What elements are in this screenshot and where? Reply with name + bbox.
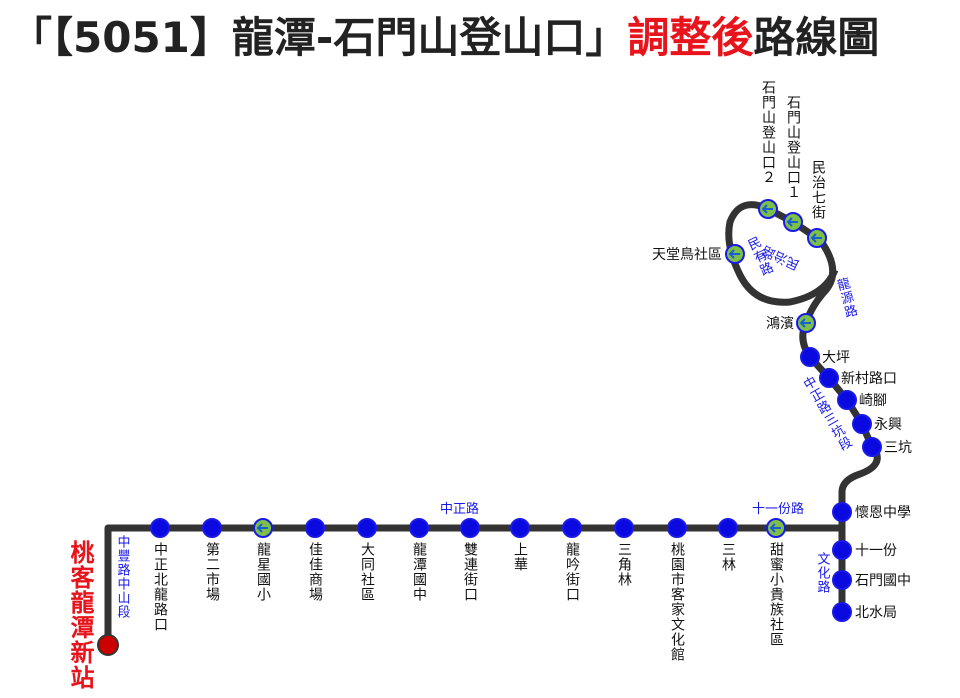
stop-marker: [562, 518, 582, 538]
title-highlight: 調整後: [627, 13, 754, 62]
stop-marker: [800, 347, 820, 367]
stop-label: 十一份: [855, 543, 897, 559]
stop-label: 天堂鳥社區: [652, 247, 722, 263]
stop-marker: [832, 570, 852, 590]
stop-label: 上華: [512, 542, 528, 572]
stop-label: 三角林: [616, 542, 632, 587]
road-label: 中豐路中山段: [115, 535, 131, 619]
direction-arrow: [728, 249, 740, 259]
stop-label: 龍星國小: [255, 541, 271, 602]
road-label: 中正路: [440, 501, 479, 517]
stop-label: 雙連街口: [462, 542, 478, 602]
stop-label: 龍吟街口: [564, 541, 580, 602]
stop-marker: [819, 368, 839, 388]
stop-label: 桃園市客家文化館: [669, 542, 685, 662]
terminal-label: 桃客龍潭新站: [66, 540, 94, 690]
stop-label: 石門山登山口１: [785, 95, 801, 200]
stop-marker: [852, 414, 872, 434]
stop-label: 新村路口: [841, 371, 897, 387]
stop-label: 甜蜜小貴族社區: [768, 542, 784, 647]
stop-marker: [832, 602, 852, 622]
stop-marker: [832, 540, 852, 560]
stop-label: 石門山登山口２: [760, 80, 776, 185]
stop-marker: [862, 437, 882, 457]
stop-marker: [460, 518, 480, 538]
stop-label: 佳佳商場: [307, 542, 323, 602]
direction-arrow: [799, 318, 811, 328]
stop-label: 民治七街: [810, 160, 826, 220]
stop-marker: [718, 518, 738, 538]
stop-label: 大同社區: [359, 542, 375, 602]
stop-label: 崎腳: [859, 393, 887, 409]
stop-label: 石門國中: [855, 573, 911, 589]
stop-label: 鴻濱: [766, 316, 794, 332]
stop-label: 永興: [874, 417, 902, 433]
stop-marker: [409, 518, 429, 538]
stop-label: 三坑: [884, 440, 912, 456]
stop-label: 北水局: [855, 605, 897, 621]
stop-label: 龍潭國中: [411, 541, 427, 602]
stop-label: 三林: [720, 542, 736, 572]
direction-arrow: [256, 523, 268, 533]
stop-marker: [202, 518, 222, 538]
stop-marker: [837, 390, 857, 410]
stop-marker: [667, 518, 687, 538]
title: 「【5051】龍潭-石門山登山口」調整後路線圖: [10, 13, 879, 62]
direction-arrow: [769, 523, 781, 533]
stop-label: 懷恩中學: [855, 505, 911, 521]
stop-marker: [832, 502, 852, 522]
title-text: 「【5051】龍潭-石門山登山口」: [10, 13, 627, 62]
direction-arrow: [786, 217, 798, 227]
road-label: 文化路: [815, 552, 831, 594]
stop-marker: [305, 518, 325, 538]
direction-arrow: [761, 204, 773, 214]
direction-arrow: [810, 233, 822, 243]
stop-label: 大坪: [822, 350, 850, 366]
stop-label: 第二市場: [204, 541, 220, 602]
stop-marker: [357, 518, 377, 538]
road-label: 十一份路: [752, 501, 804, 517]
road-label: 龍源路: [833, 275, 859, 320]
terminal-marker: [97, 634, 119, 656]
route-line: [104, 201, 881, 645]
stop-label: 中正北龍路口: [152, 542, 168, 632]
stop-marker: [150, 518, 170, 538]
stop-marker: [614, 518, 634, 538]
stop-marker: [510, 518, 530, 538]
title-text: 路線圖: [753, 13, 879, 62]
